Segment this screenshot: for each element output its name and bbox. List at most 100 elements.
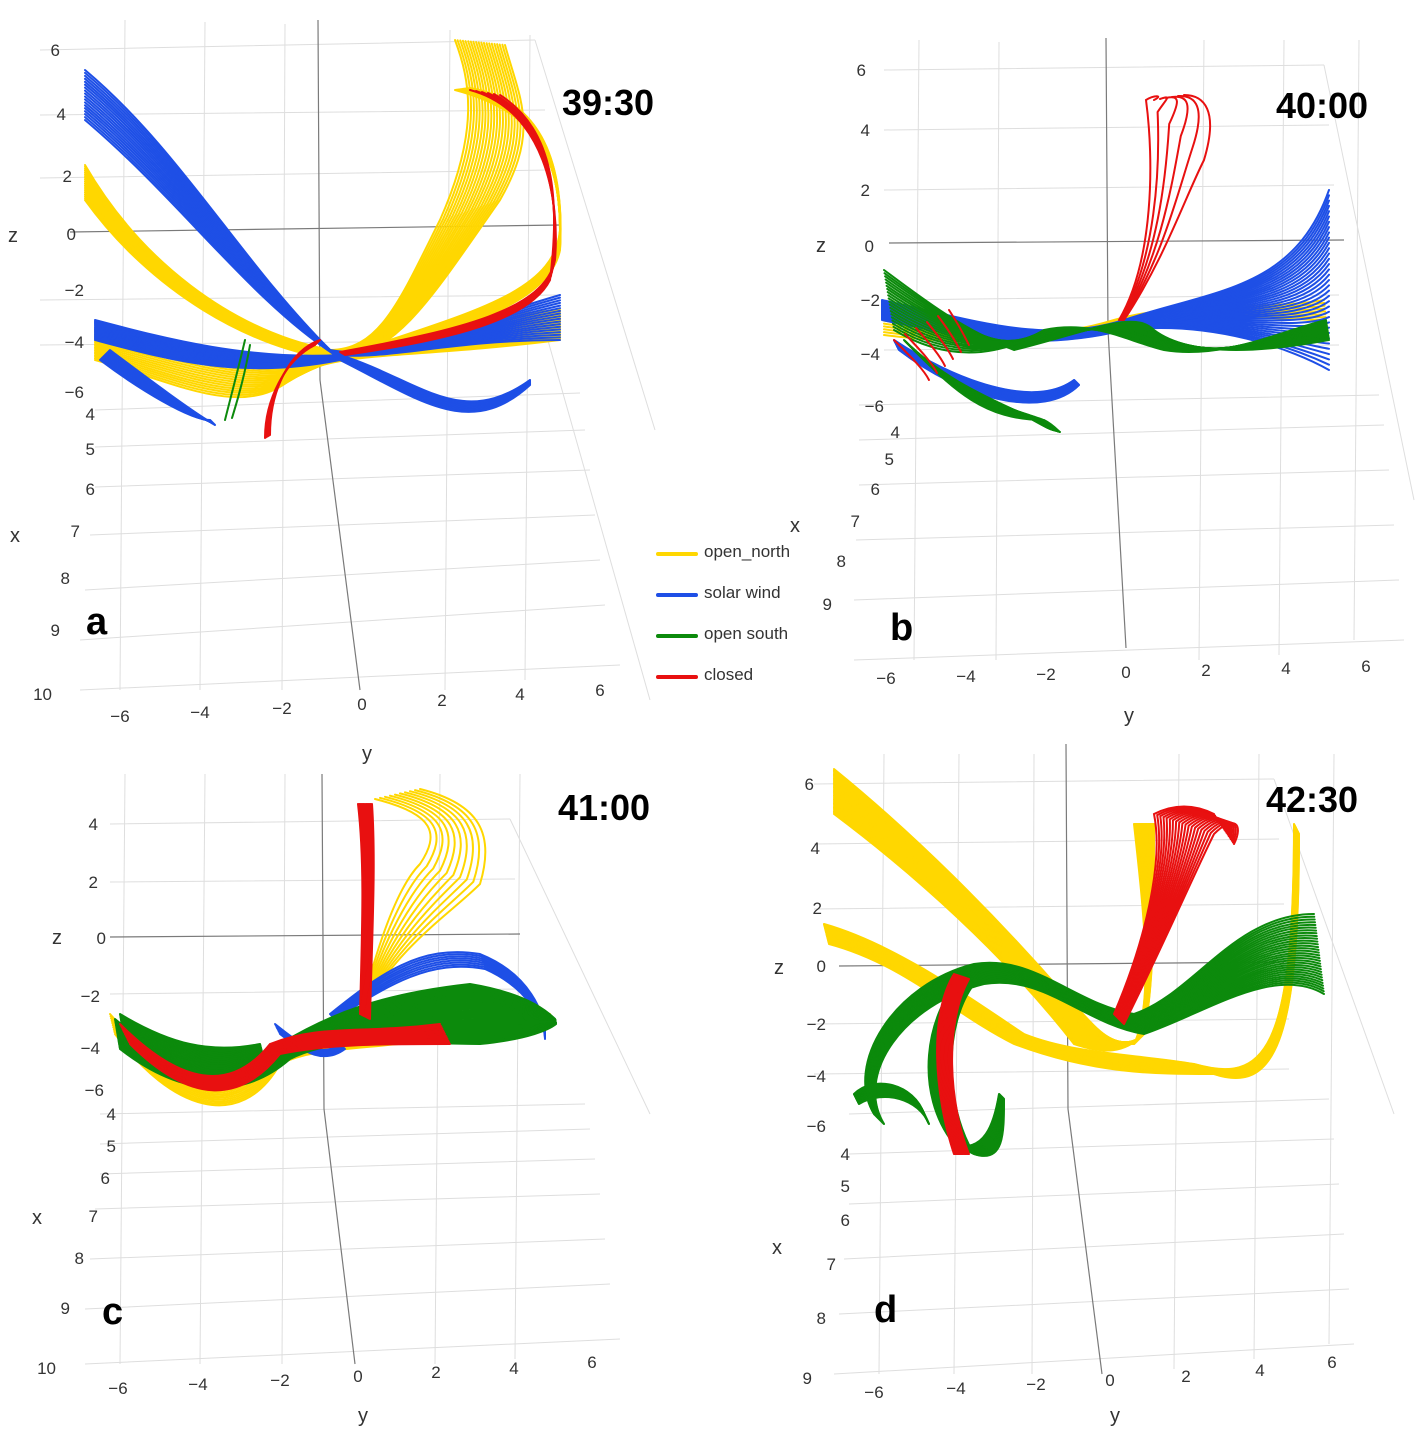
panel-c-series-closed	[119, 803, 451, 1092]
panel-b-zlabel: z	[816, 235, 826, 257]
field-line	[94, 339, 531, 413]
panel-c-y-tick: −4	[188, 1375, 207, 1394]
panel-b-y-tick: 6	[1361, 657, 1370, 676]
panel-a-xlabel: x	[10, 525, 20, 547]
field-line	[1118, 95, 1160, 321]
panel-b-x-tick: 4	[891, 423, 900, 442]
panel-b-y-tick: −2	[1036, 665, 1055, 684]
panel-a-x-tick: 7	[71, 522, 80, 541]
legend-swatch-closed	[656, 675, 698, 679]
panel-c-time: 41:00	[558, 787, 650, 828]
legend-swatch-solar-wind	[656, 593, 698, 597]
field-line	[893, 319, 1327, 354]
panel-b-z-tick: −2	[861, 291, 880, 310]
field-line	[1121, 95, 1189, 321]
panel-d-x-tick: 8	[817, 1309, 826, 1328]
panel-c-y-tick: −2	[270, 1371, 289, 1390]
panel-c-z-tick: −4	[81, 1039, 100, 1058]
field-line	[84, 42, 510, 359]
panel-a-x-tick: 10	[33, 685, 52, 704]
panel-b-series-closed	[893, 94, 1212, 381]
legend-label-closed: closed	[704, 665, 754, 684]
panel-a-ylabel: y	[362, 743, 372, 765]
panel-b-series	[881, 94, 1330, 433]
panel-b-z-tick: 4	[861, 121, 870, 140]
legend-item-open-north[interactable]: open_north	[652, 540, 822, 581]
panel-b-y-tick: 4	[1281, 659, 1290, 678]
panel-a-z-tick: −4	[65, 333, 84, 352]
field-line	[913, 349, 1061, 433]
panel-a-y-tick: −2	[272, 699, 291, 718]
panel-c-z-tick: 0	[97, 929, 106, 948]
panel-d-x-tick: 4	[841, 1145, 850, 1164]
legend-item-solar-wind[interactable]: solar wind	[652, 581, 822, 622]
panel-b-y-tick: 2	[1201, 661, 1210, 680]
panel-b-ylabel: y	[1124, 705, 1134, 727]
field-line	[231, 344, 251, 419]
panel-b-series-open-south	[883, 269, 1330, 433]
panel-a-x-tick: 4	[86, 405, 95, 424]
panel-c-z-tick: 4	[89, 815, 98, 834]
field-line	[125, 1036, 448, 1087]
field-line	[84, 119, 561, 357]
panel-b-xlabel: x	[790, 515, 800, 537]
field-line	[359, 788, 487, 1015]
panel-a-y-tick: −6	[110, 707, 129, 726]
panel-d-z-tick: −2	[807, 1015, 826, 1034]
panel-a-x-tick: 8	[61, 569, 70, 588]
panel-c-y-tick: 4	[509, 1359, 518, 1378]
field-line	[359, 790, 475, 1015]
panel-b-x-tick: 8	[837, 552, 846, 571]
field-line	[264, 344, 316, 439]
panel-d-xlabel: x	[772, 1237, 782, 1259]
panel-b: 4 5 6 7 8 9 −6 −4 −2 0 2 4 6 6 4 2 0 −2 −4 −6 z x y 40:00 b	[714, 0, 1428, 727]
panel-b-x-tick: 9	[823, 595, 832, 614]
panel-a: 4 5 6 7 8 9 10 −6 −4 −2 0 2 4 6 6 4 2 0 −2 −4 −6 z x y 39:30…	[0, 0, 714, 765]
panel-a-z-tick: 2	[63, 167, 72, 186]
panel-d-series-closed	[936, 805, 1239, 1155]
field-line	[359, 792, 462, 1015]
legend-label-solar-wind: solar wind	[704, 583, 781, 602]
field-line	[84, 42, 507, 358]
panel-b-grid	[853, 39, 1415, 661]
field-line	[344, 94, 556, 356]
panel-a-y-tick: 2	[437, 691, 446, 710]
field-line	[359, 798, 432, 1015]
panel-d-z-tick: 6	[805, 775, 814, 794]
legend-item-closed[interactable]: closed	[652, 663, 822, 704]
panel-c-x-tick: 5	[107, 1137, 116, 1156]
panel-d-x-tick: 6	[841, 1211, 850, 1230]
panel-d-x-tick: 7	[827, 1255, 836, 1274]
field-line	[359, 791, 468, 1015]
field-line	[359, 789, 481, 1015]
field-line	[369, 803, 375, 1020]
field-line	[123, 1031, 446, 1083]
panel-c-series	[109, 788, 557, 1107]
legend-label-open-south: open south	[704, 624, 789, 643]
panel-c-ylabel: y	[358, 1405, 368, 1427]
panel-d-y-tick: −6	[864, 1383, 883, 1402]
field-line	[951, 978, 970, 1155]
panel-c-z-tick: −2	[81, 987, 100, 1006]
panel-c-y-tick: 2	[431, 1363, 440, 1382]
panel-b-z-tick: −6	[865, 397, 884, 416]
panel-d-y-tick: 2	[1181, 1367, 1190, 1386]
panel-b-label: b	[890, 607, 913, 649]
panel-a-series	[84, 39, 562, 439]
panel-d-zlabel: z	[774, 957, 784, 979]
legend-label-open-north: open_north	[704, 542, 791, 561]
field-line	[858, 1095, 930, 1125]
field-line	[94, 339, 561, 399]
panel-c-z-tick: 2	[89, 873, 98, 892]
panel-b-z-tick: 0	[865, 237, 874, 256]
panel-a-series-open-south	[224, 339, 251, 421]
panel-a-y-tick: −4	[190, 703, 209, 722]
field-line	[904, 333, 938, 374]
panel-c-y-tick: −6	[108, 1379, 127, 1398]
field-line	[359, 796, 438, 1015]
panel-d-y-tick: 4	[1255, 1361, 1264, 1380]
panel-a-plot: 4 5 6 7 8 9 10 −6 −4 −2 0 2 4 6 6 4 2 0 −2 −4 −6 z x y 39:30…	[8, 19, 656, 765]
legend-item-open-south[interactable]: open south	[652, 622, 822, 663]
